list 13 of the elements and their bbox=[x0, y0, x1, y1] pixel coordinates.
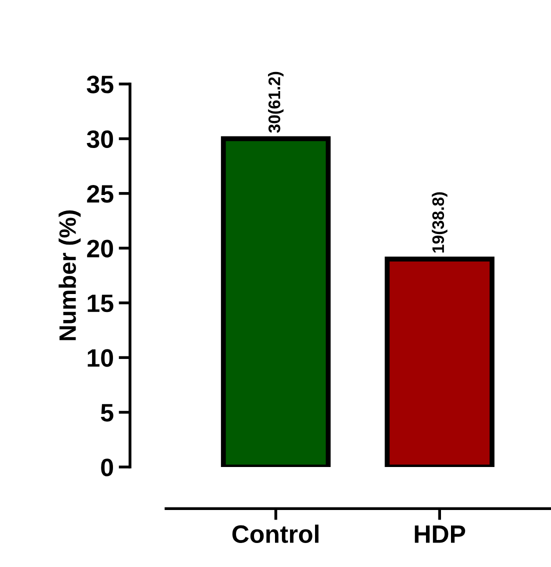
y-tick-label: 25 bbox=[87, 185, 114, 203]
y-tick-label: 35 bbox=[86, 76, 114, 94]
x-tick-label: Control bbox=[232, 524, 318, 543]
y-tick-label: 0 bbox=[101, 458, 114, 476]
data-label: 30(61.2) bbox=[268, 72, 284, 133]
y-tick-label: 20 bbox=[87, 240, 114, 258]
y-tick-label: 30 bbox=[86, 130, 114, 148]
y-tick-label: 15 bbox=[88, 294, 114, 312]
y-axis-title: Number (%) bbox=[58, 210, 81, 340]
y-tick-label: 5 bbox=[100, 404, 114, 422]
y-tick-label: 10 bbox=[88, 349, 114, 367]
data-label: 19(38.8) bbox=[432, 192, 448, 252]
x-tick-label: HDP bbox=[414, 526, 466, 543]
